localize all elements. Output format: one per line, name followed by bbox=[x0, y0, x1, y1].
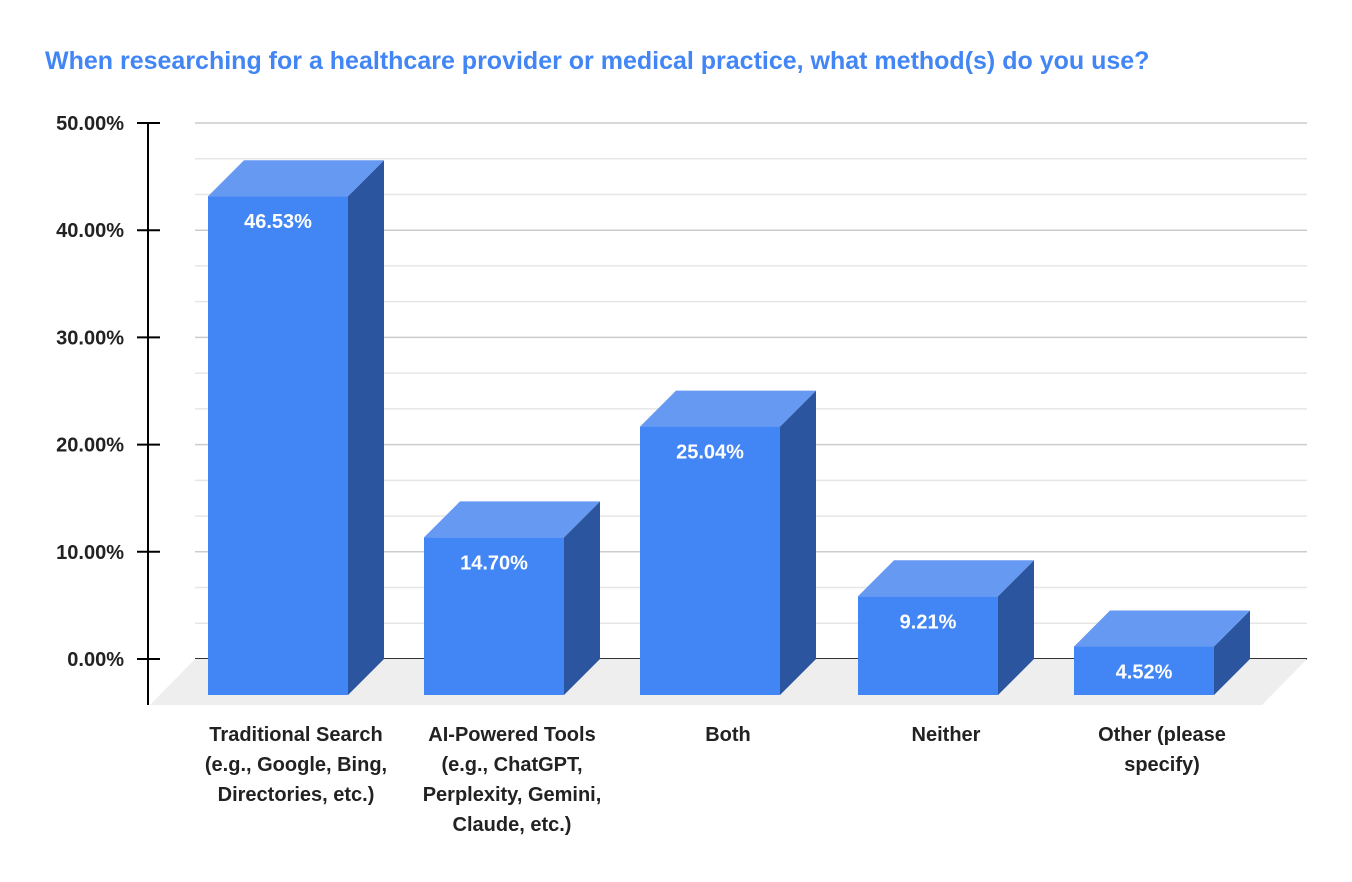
data-label: 25.04% bbox=[676, 442, 744, 464]
bar-side bbox=[1214, 610, 1250, 695]
y-tick-label: 0.00% bbox=[67, 649, 124, 671]
bar-top bbox=[858, 560, 1034, 597]
category-label: Neither bbox=[912, 724, 981, 746]
y-tick-label: 20.00% bbox=[56, 435, 124, 457]
category-label: (e.g., Google, Bing, bbox=[205, 754, 387, 776]
chart-title: When researching for a healthcare provid… bbox=[45, 47, 1149, 75]
category-label: Other (please bbox=[1098, 724, 1226, 746]
category-label: Traditional Search bbox=[209, 724, 382, 746]
bar-top bbox=[1074, 610, 1250, 647]
bar-top bbox=[424, 501, 600, 538]
data-label: 9.21% bbox=[900, 611, 957, 633]
y-tick-label: 30.00% bbox=[56, 327, 124, 349]
bar-top bbox=[640, 390, 816, 427]
y-tick-label: 50.00% bbox=[56, 113, 124, 135]
category-label: specify) bbox=[1124, 754, 1200, 776]
category-label: Both bbox=[705, 724, 751, 746]
bar-side bbox=[780, 390, 816, 695]
bar bbox=[1074, 646, 1214, 695]
data-label: 46.53% bbox=[244, 211, 312, 233]
category-label: Directories, etc.) bbox=[218, 784, 375, 806]
bar bbox=[424, 537, 564, 695]
bar bbox=[208, 196, 348, 695]
bar-top bbox=[208, 160, 384, 197]
bar bbox=[858, 596, 998, 695]
category-label: Claude, etc.) bbox=[453, 814, 572, 836]
data-label: 14.70% bbox=[460, 552, 528, 574]
bar-side bbox=[564, 501, 600, 695]
data-label: 4.52% bbox=[1116, 662, 1173, 684]
bar-side bbox=[348, 160, 384, 696]
y-tick-label: 10.00% bbox=[56, 542, 124, 564]
bar bbox=[640, 426, 780, 695]
bar-side bbox=[998, 560, 1034, 695]
category-label: AI-Powered Tools bbox=[428, 724, 595, 746]
category-label: Perplexity, Gemini, bbox=[423, 784, 602, 806]
y-tick-label: 40.00% bbox=[56, 220, 124, 242]
category-label: (e.g., ChatGPT, bbox=[441, 754, 582, 776]
